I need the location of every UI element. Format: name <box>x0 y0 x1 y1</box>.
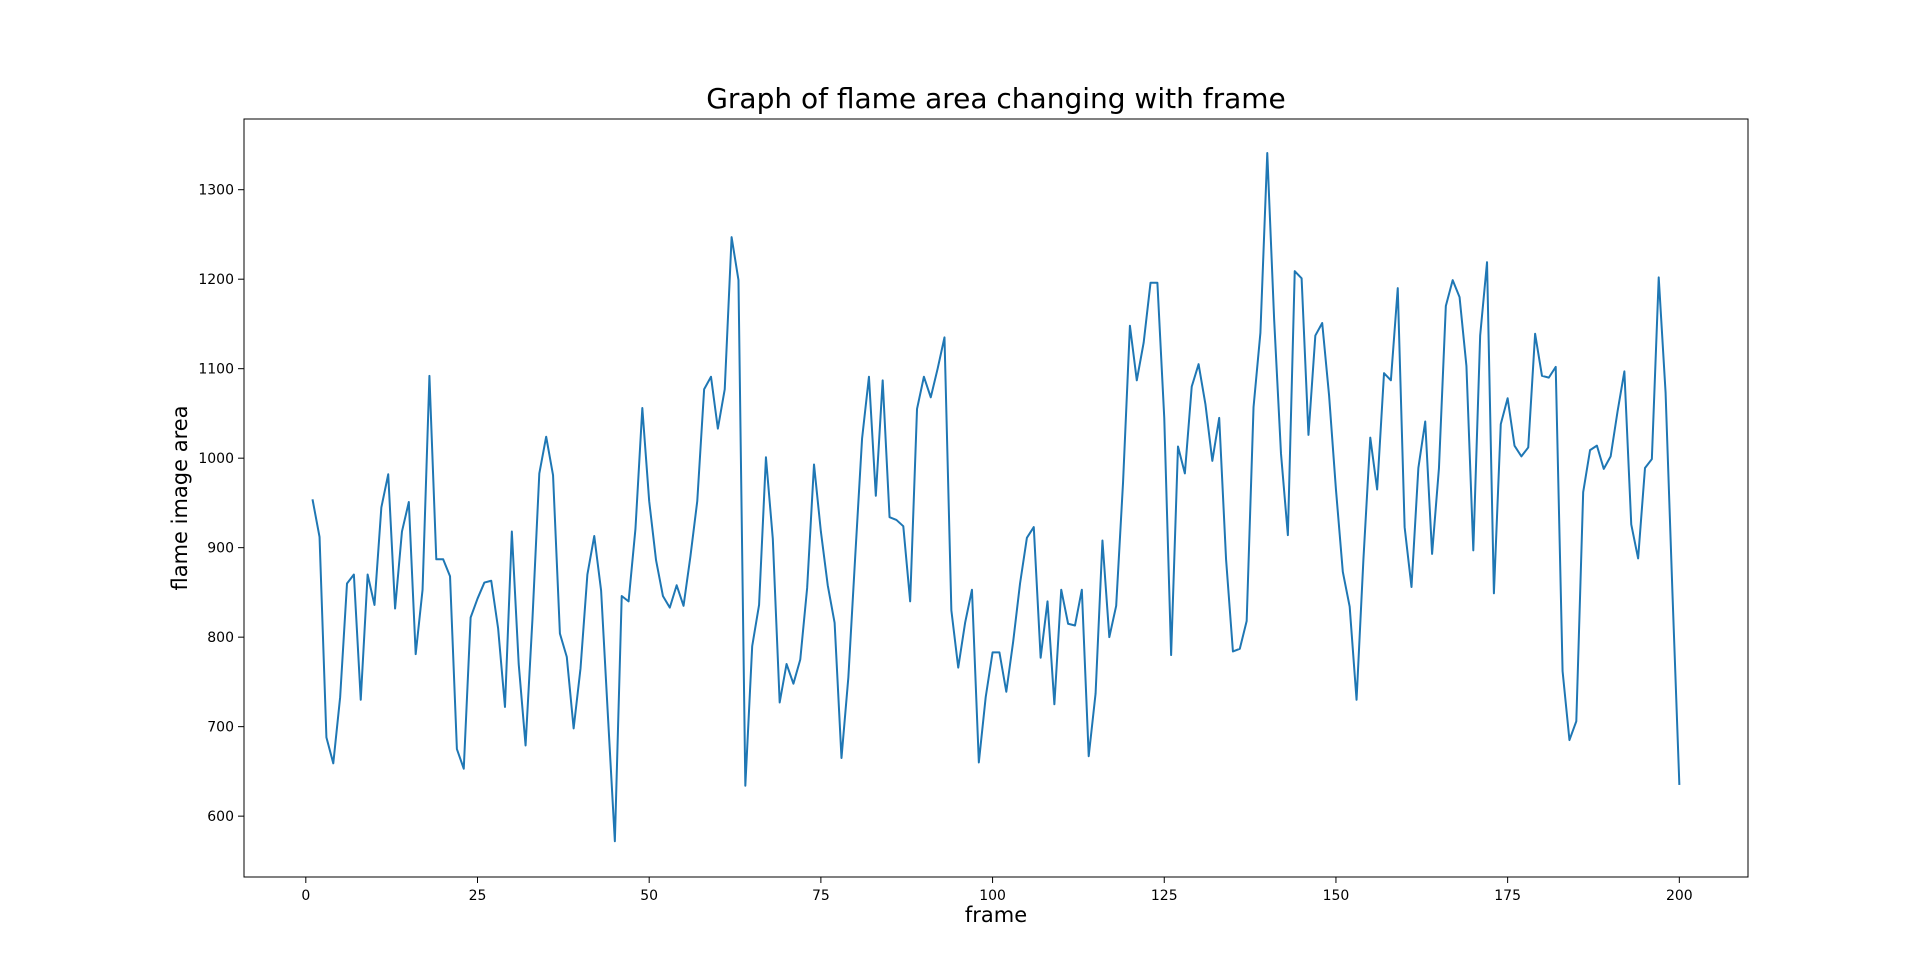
x-axis-label: frame <box>965 903 1027 927</box>
y-axis: 600 700 800 900 1000 1100 1200 1300 <box>198 183 244 825</box>
y-tick-label: 1000 <box>198 451 234 467</box>
y-axis-label: flame image area <box>168 405 192 590</box>
y-tick-label: 1200 <box>198 272 234 288</box>
x-tick-label: 0 <box>301 888 310 904</box>
x-tick-label: 25 <box>469 888 487 904</box>
series-line-1 <box>311 152 1681 843</box>
series-layer <box>311 152 1681 843</box>
chart-title: Graph of flame area changing with frame <box>706 82 1286 115</box>
y-tick-label: 800 <box>207 630 234 646</box>
x-axis: 0 25 50 75 100 125 150 175 200 <box>301 877 1693 904</box>
y-tick-label: 900 <box>207 541 234 557</box>
x-tick-label: 125 <box>1151 888 1178 904</box>
x-tick-label: 75 <box>812 888 830 904</box>
y-tick-label: 1300 <box>198 183 234 199</box>
plot-frame <box>243 118 1749 878</box>
y-tick-label: 600 <box>207 809 234 825</box>
x-tick-label: 175 <box>1494 888 1521 904</box>
x-tick-label: 100 <box>979 888 1006 904</box>
y-tick-label: 700 <box>207 720 234 736</box>
y-tick-label: 1100 <box>198 362 234 378</box>
x-tick-label: 150 <box>1323 888 1350 904</box>
x-tick-label: 50 <box>640 888 658 904</box>
plot-area <box>244 119 1748 877</box>
x-tick-label: 200 <box>1666 888 1693 904</box>
